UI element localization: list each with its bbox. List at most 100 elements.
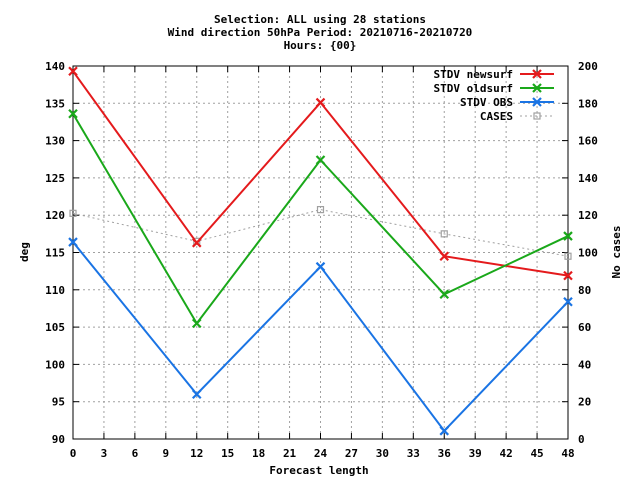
x-tick-label: 27 xyxy=(345,447,358,460)
chart-title-line-3: Hours: {00} xyxy=(284,39,357,52)
x-tick-label: 15 xyxy=(221,447,234,460)
marker-x-stroke xyxy=(439,251,450,262)
x-tick-label: 33 xyxy=(407,447,420,460)
data-point-stdv-newsurf xyxy=(191,238,202,248)
data-point-stdv-oldsurf xyxy=(68,108,78,119)
data-point-stdv-oldsurf xyxy=(191,318,202,329)
marker-x-stroke xyxy=(191,238,202,248)
legend-swatch-marker xyxy=(532,97,542,107)
x-axis-label: Forecast length xyxy=(269,464,368,477)
legend-item-cases: CASES xyxy=(480,110,554,123)
legend-swatch-marker xyxy=(533,112,541,120)
data-point-stdv-obs xyxy=(439,426,450,436)
x-tick-label: 36 xyxy=(438,447,452,460)
legend-item-stdv-newsurf: STDV newsurf xyxy=(434,68,554,81)
y-tick-label: 135 xyxy=(45,97,65,110)
x-tick-label: 24 xyxy=(314,447,328,460)
y2-tick-label: 60 xyxy=(578,321,591,334)
legend-item-stdv-oldsurf: STDV oldsurf xyxy=(434,82,554,95)
y2-tick-label: 20 xyxy=(578,396,591,409)
x-tick-label: 30 xyxy=(376,447,389,460)
data-point-cases xyxy=(564,252,572,260)
series-layer xyxy=(68,66,573,436)
marker-square xyxy=(440,230,448,238)
x-tick-label: 9 xyxy=(163,447,170,460)
marker-square xyxy=(564,252,572,260)
data-point-stdv-obs xyxy=(563,296,573,307)
x-tick-label: 12 xyxy=(190,447,203,460)
x-axis: 0 3 6 9 12 15 18 21 24 27 30 33 36 39 42 45 48 xyxy=(70,66,575,460)
x-tick-label: 48 xyxy=(561,447,574,460)
data-point-stdv-obs xyxy=(68,237,78,247)
legend-swatch-marker xyxy=(532,83,542,93)
marker-x-stroke xyxy=(563,270,573,281)
marker-x-stroke xyxy=(532,83,542,93)
data-point-cases xyxy=(316,206,325,214)
y2-tick-label: 120 xyxy=(578,209,598,222)
y2-axis-label: No cases xyxy=(610,226,623,279)
y-axis-right: 0 20 40 60 80 100 120 140 160 180 200 xyxy=(562,60,598,446)
y-tick-label: 110 xyxy=(45,284,65,297)
y-tick-label: 120 xyxy=(45,209,65,222)
y-tick-label: 140 xyxy=(45,60,65,73)
y2-tick-label: 100 xyxy=(578,247,598,260)
marker-x-stroke xyxy=(439,289,450,300)
data-point-stdv-obs xyxy=(191,389,202,400)
data-point-stdv-newsurf xyxy=(439,251,450,262)
marker-x-stroke xyxy=(191,318,202,329)
y-tick-label: 100 xyxy=(45,358,65,371)
y-axis-label: deg xyxy=(18,242,31,262)
series-stdv-newsurf xyxy=(68,66,573,281)
series-stdv-obs xyxy=(68,237,573,436)
data-point-stdv-newsurf xyxy=(68,66,78,76)
y2-tick-label: 80 xyxy=(578,284,591,297)
y-tick-label: 90 xyxy=(52,433,65,446)
y-tick-label: 115 xyxy=(45,247,65,260)
y-tick-label: 105 xyxy=(45,321,65,334)
data-point-cases xyxy=(69,209,77,217)
marker-square xyxy=(316,206,325,214)
legend-label: CASES xyxy=(480,110,513,123)
marker-x-stroke xyxy=(532,69,542,79)
marker-x-stroke xyxy=(532,97,542,107)
marker-x-stroke xyxy=(191,389,202,400)
data-point-stdv-obs xyxy=(315,261,326,272)
x-tick-label: 6 xyxy=(132,447,139,460)
y2-tick-label: 0 xyxy=(578,433,585,446)
marker-x-stroke xyxy=(439,426,450,436)
legend-label: STDV oldsurf xyxy=(434,82,513,95)
grid xyxy=(73,66,568,439)
marker-square xyxy=(69,209,77,217)
marker-x-stroke xyxy=(563,296,573,307)
y2-tick-label: 200 xyxy=(578,60,598,73)
marker-square xyxy=(533,112,541,120)
x-tick-label: 39 xyxy=(469,447,482,460)
data-point-stdv-oldsurf xyxy=(315,155,326,165)
marker-x-stroke xyxy=(68,237,78,247)
x-tick-label: 45 xyxy=(530,447,543,460)
chart-title: Selection: ALL using 28 stations Wind di… xyxy=(168,13,473,52)
data-point-cases xyxy=(440,230,448,238)
y2-tick-label: 180 xyxy=(578,97,598,110)
y2-tick-label: 140 xyxy=(578,172,598,185)
data-point-stdv-newsurf xyxy=(563,270,573,281)
x-tick-label: 0 xyxy=(70,447,77,460)
y-tick-label: 125 xyxy=(45,172,65,185)
legend-label: STDV newsurf xyxy=(434,68,513,81)
x-tick-label: 18 xyxy=(252,447,265,460)
x-tick-label: 21 xyxy=(283,447,297,460)
legend-swatch-marker xyxy=(532,69,542,79)
marker-x-stroke xyxy=(315,97,326,108)
series-stdv-oldsurf xyxy=(68,108,573,329)
y2-tick-label: 40 xyxy=(578,358,591,371)
marker-x-stroke xyxy=(315,155,326,165)
chart-title-line-1: Selection: ALL using 28 stations xyxy=(214,13,426,26)
legend-item-stdv-obs: STDV OBS xyxy=(460,96,554,109)
marker-x-stroke xyxy=(315,261,326,272)
data-point-stdv-oldsurf xyxy=(563,231,573,241)
legend-label: STDV OBS xyxy=(460,96,513,109)
y-axis-left: 90 95 100 105 110 115 120 125 130 135 140 xyxy=(45,60,79,446)
marker-x-stroke xyxy=(68,108,78,119)
